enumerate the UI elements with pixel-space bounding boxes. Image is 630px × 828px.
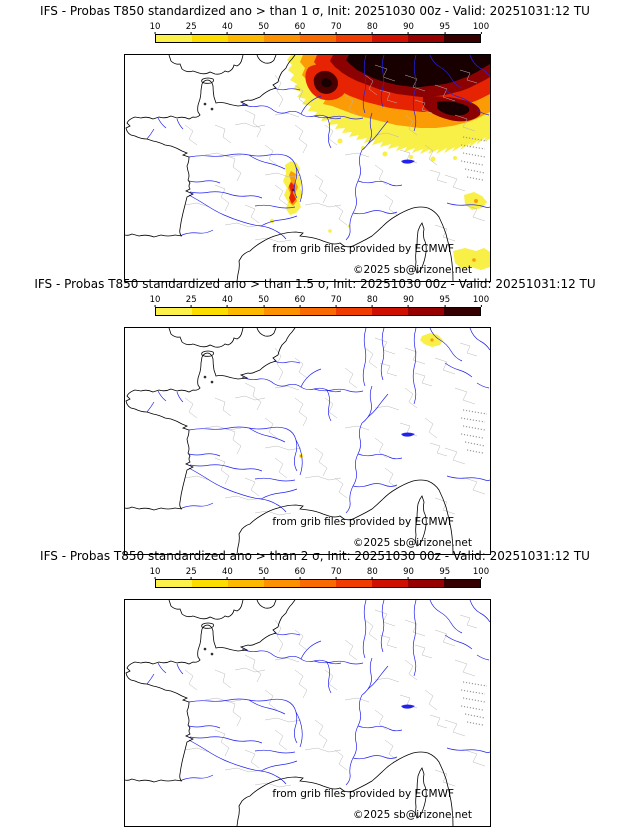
colorbar-segment (264, 35, 300, 42)
colorbar-segment (372, 308, 408, 315)
colorbar-segment (408, 308, 444, 315)
colorbar-tick-label: 40 (222, 22, 233, 32)
colorbar-segment (228, 308, 264, 315)
colorbar-tick-label: 25 (185, 567, 197, 577)
colorbar-tick-label: 80 (366, 22, 378, 32)
colorbar-segment (444, 35, 480, 42)
colorbar-tick-label: 10 (149, 295, 161, 305)
colorbar-segment (408, 35, 444, 42)
colorbar-tick-label: 100 (472, 295, 490, 305)
colorbar-segment (336, 308, 372, 315)
map-france-sigma-2: from grib files provided by ECMWF ©2025 … (124, 599, 491, 827)
credit-copyright: ©2025 sb@irizone.net (353, 809, 472, 821)
credit-provider: from grib files provided by ECMWF (272, 516, 454, 528)
colorbar-tick-label: 10 (149, 22, 161, 32)
colorbar-segment (192, 580, 228, 587)
colorbar-segment (228, 580, 264, 587)
panel-title: IFS - Probas T850 standardized ano > tha… (34, 277, 596, 291)
colorbar-segment (336, 580, 372, 587)
colorbar-tick-label: 90 (403, 567, 414, 577)
colorbar-tick-label: 50 (258, 22, 270, 32)
anomaly-overlay-sigma-1 (269, 55, 490, 270)
colorbar-tick-label: 25 (185, 295, 197, 305)
panel-sigma-1: IFS - Probas T850 standardized ano > tha… (0, 4, 630, 282)
colorbar-tick-label: 95 (439, 567, 451, 577)
map-france-sigma-1: from grib files provided by ECMWF ©2025 … (124, 54, 491, 282)
colorbar-tick-label: 50 (258, 295, 270, 305)
colorbar-segment (228, 35, 264, 42)
credit-copyright: ©2025 sb@irizone.net (353, 264, 472, 276)
colorbar-tick-label: 60 (294, 22, 306, 32)
colorbar-tick-label: 25 (185, 22, 197, 32)
colorbar-tick-labels: 10 25 40 50 60 70 80 90 95 100 (150, 22, 490, 34)
colorbar: 10 25 40 50 60 70 80 90 95 100 (150, 22, 490, 43)
colorbar-segment (372, 580, 408, 587)
colorbar-segment (372, 35, 408, 42)
colorbar-tick-label: 40 (222, 295, 233, 305)
colorbar-segment (192, 308, 228, 315)
colorbar-tick-labels: 10 25 40 50 60 70 80 90 95 100 (150, 567, 490, 579)
credit-provider: from grib files provided by ECMWF (272, 788, 454, 800)
credit-copyright: ©2025 sb@irizone.net (353, 537, 472, 549)
colorbar-segment (156, 308, 192, 315)
colorbar: 10 25 40 50 60 70 80 90 95 100 (150, 567, 490, 588)
colorbar-gradient (155, 579, 481, 588)
colorbar-tick-label: 70 (330, 295, 342, 305)
colorbar-segment (264, 308, 300, 315)
colorbar-segment (336, 35, 372, 42)
colorbar-segment (264, 580, 300, 587)
colorbar-segment (156, 35, 192, 42)
colorbar-segment (192, 35, 228, 42)
colorbar-tick-label: 100 (472, 567, 490, 577)
colorbar-segment (444, 308, 480, 315)
colorbar: 10 25 40 50 60 70 80 90 95 100 (150, 295, 490, 316)
colorbar-tick-label: 60 (294, 295, 306, 305)
colorbar-segment (300, 580, 336, 587)
panel-sigma-2: IFS - Probas T850 standardized ano > tha… (0, 549, 630, 827)
colorbar-segment (444, 580, 480, 587)
colorbar-tick-label: 90 (403, 22, 414, 32)
colorbar-segment (408, 580, 444, 587)
panel-title: IFS - Probas T850 standardized ano > tha… (40, 549, 590, 563)
colorbar-tick-label: 80 (366, 295, 378, 305)
colorbar-tick-label: 70 (330, 567, 342, 577)
colorbar-tick-label: 50 (258, 567, 270, 577)
colorbar-segment (156, 580, 192, 587)
credit-provider: from grib files provided by ECMWF (272, 243, 454, 255)
colorbar-segment (300, 308, 336, 315)
colorbar-tick-label: 10 (149, 567, 161, 577)
panel-title: IFS - Probas T850 standardized ano > tha… (40, 4, 590, 18)
colorbar-tick-label: 100 (472, 22, 490, 32)
colorbar-gradient (155, 34, 481, 43)
colorbar-tick-labels: 10 25 40 50 60 70 80 90 95 100 (150, 295, 490, 307)
panel-sigma-1-5: IFS - Probas T850 standardized ano > tha… (0, 277, 630, 555)
colorbar-segment (300, 35, 336, 42)
colorbar-tick-label: 40 (222, 567, 233, 577)
colorbar-gradient (155, 307, 481, 316)
colorbar-tick-label: 95 (439, 22, 451, 32)
colorbar-tick-label: 70 (330, 22, 342, 32)
colorbar-tick-label: 95 (439, 295, 451, 305)
colorbar-tick-label: 80 (366, 567, 378, 577)
anomaly-overlay-sigma-1-5 (298, 333, 443, 459)
colorbar-tick-label: 60 (294, 567, 306, 577)
map-france-sigma-1-5: from grib files provided by ECMWF ©2025 … (124, 327, 491, 555)
colorbar-tick-label: 90 (403, 295, 414, 305)
